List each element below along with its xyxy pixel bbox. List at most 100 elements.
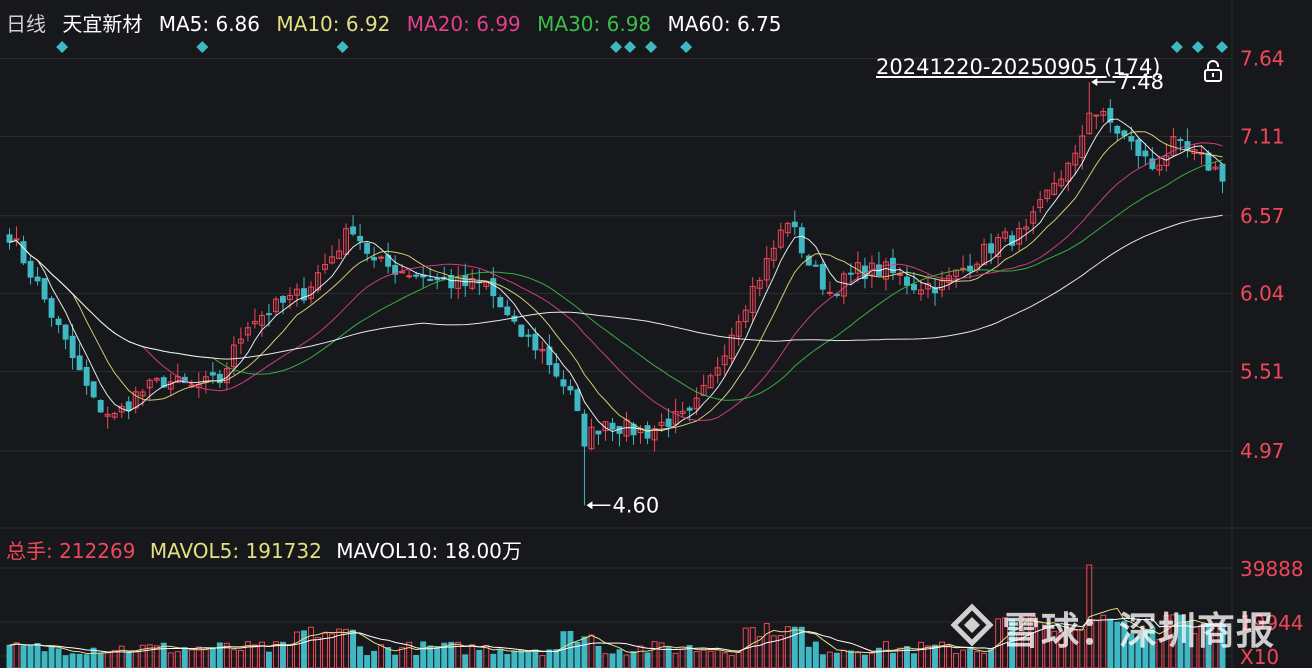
- candle: [76, 343, 83, 371]
- volume-bar: [34, 643, 41, 668]
- candle: [988, 233, 995, 264]
- candle: [812, 260, 819, 267]
- candle: [700, 374, 707, 397]
- candle: [55, 315, 62, 334]
- candle-body: [890, 257, 896, 274]
- candle: [567, 379, 574, 395]
- candle: [735, 314, 742, 347]
- volume-bar: [861, 654, 868, 668]
- volume-bar: [939, 641, 945, 668]
- volume-bar: [244, 641, 251, 668]
- volume-bar: [399, 647, 406, 668]
- volume-bar: [41, 651, 48, 668]
- candle-body: [770, 247, 777, 261]
- volume-bar: [826, 651, 833, 668]
- volume-bar: [693, 651, 700, 668]
- candle: [385, 242, 392, 274]
- candle: [679, 401, 686, 418]
- candle-body: [392, 264, 399, 275]
- candle: [665, 408, 672, 438]
- candle-body: [27, 260, 34, 278]
- candle: [308, 281, 314, 304]
- candle: [111, 411, 118, 420]
- candle-body: [237, 338, 244, 344]
- candle-body: [1058, 178, 1065, 187]
- lock-icon[interactable]: [1203, 60, 1223, 82]
- candle: [602, 421, 609, 441]
- volume-bar: [791, 626, 798, 668]
- candle-body: [1002, 231, 1009, 239]
- volume-bar: [392, 654, 399, 668]
- candle: [1114, 124, 1121, 142]
- candle: [1107, 99, 1114, 133]
- candle: [756, 277, 763, 297]
- candle-body: [904, 276, 910, 286]
- candle-body: [139, 391, 146, 397]
- candle: [125, 396, 132, 420]
- volume-bar: [202, 649, 209, 668]
- candle: [20, 235, 27, 266]
- volume-bar: [6, 644, 13, 668]
- candle-body: [560, 379, 567, 387]
- candle: [371, 246, 378, 268]
- candle-body: [826, 291, 833, 294]
- volume-bar: [833, 652, 840, 668]
- candle: [798, 223, 805, 259]
- volume-bar: [167, 652, 174, 668]
- volume-bar: [918, 641, 924, 668]
- ma30-label: MA30: 6.98: [537, 12, 652, 36]
- volume-bar: [462, 654, 469, 668]
- candle: [897, 267, 903, 286]
- candle: [118, 403, 125, 418]
- volume-bar: [13, 642, 20, 668]
- volume-bar: [770, 635, 777, 668]
- volume-bar: [216, 642, 223, 668]
- volume-bar: [55, 648, 62, 668]
- candle-body: [742, 309, 749, 323]
- volume-bar: [420, 641, 427, 668]
- candle: [294, 283, 300, 307]
- ma60-line: [9, 214, 1223, 360]
- candle-body: [322, 263, 328, 270]
- candle: [230, 336, 237, 375]
- candle-body: [798, 227, 805, 254]
- date-range-label[interactable]: 20241220-20250905 (174): [876, 55, 1161, 79]
- volume-bar: [308, 626, 314, 668]
- candle: [237, 327, 244, 355]
- candle-body: [1044, 189, 1051, 200]
- candle-body: [707, 375, 714, 389]
- volume-bar: [890, 652, 896, 668]
- volume-bar: [588, 634, 595, 668]
- candle-body: [336, 250, 342, 260]
- volume-bar: [364, 655, 371, 668]
- volume-bar: [840, 649, 847, 668]
- candle: [918, 280, 924, 301]
- candle: [357, 223, 364, 250]
- candle: [216, 369, 223, 389]
- candle-body: [350, 226, 357, 235]
- candle-body: [1219, 163, 1226, 182]
- period-label[interactable]: 日线: [6, 12, 46, 36]
- volume-bar: [118, 645, 125, 668]
- candle: [882, 257, 889, 291]
- candle: [336, 238, 342, 260]
- candle-body: [588, 426, 595, 450]
- candle-body: [1212, 166, 1219, 170]
- volume-bar: [490, 653, 497, 668]
- volume-bar: [76, 653, 83, 668]
- candle-body: [749, 285, 756, 313]
- candle: [392, 255, 399, 284]
- volume-bar: [287, 644, 293, 668]
- candle-body: [665, 418, 672, 427]
- candle: [13, 226, 20, 247]
- candle: [1121, 129, 1128, 140]
- candle: [553, 353, 560, 379]
- volume-bar: [1177, 614, 1184, 668]
- candle-body: [244, 327, 251, 336]
- candle-body: [763, 258, 770, 281]
- low-price-label: 4.60: [612, 493, 659, 517]
- volume-bar: [967, 648, 974, 668]
- volume-bar: [784, 626, 791, 668]
- candle: [539, 341, 546, 364]
